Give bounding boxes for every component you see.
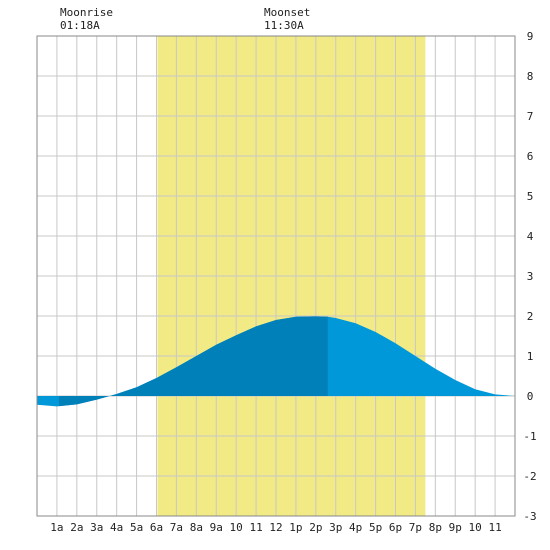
moonrise-label: Moonrise [60, 6, 113, 19]
y-tick-label: 4 [527, 230, 534, 243]
plot-frame [36, 35, 516, 517]
y-tick-label: 0 [527, 390, 534, 403]
x-tick-label: 2a [70, 521, 83, 534]
x-tick-label: 9p [449, 521, 462, 534]
x-tick-label: 10 [230, 521, 243, 534]
x-tick-label: 8p [429, 521, 442, 534]
moonrise-time: 01:18A [60, 19, 100, 32]
x-tick-label: 3a [90, 521, 103, 534]
x-tick-label: 4p [349, 521, 362, 534]
x-tick-label: 11 [249, 521, 262, 534]
y-tick-label: 1 [527, 350, 534, 363]
y-tick-label: 9 [527, 30, 534, 43]
x-tick-label: 6p [389, 521, 402, 534]
x-tick-label: 11 [488, 521, 501, 534]
x-tick-label: 5a [130, 521, 143, 534]
moonset-time: 11:30A [264, 19, 304, 32]
x-tick-label: 7a [170, 521, 183, 534]
x-tick-label: 8a [190, 521, 203, 534]
x-tick-label: 4a [110, 521, 123, 534]
y-tick-label: -2 [523, 470, 536, 483]
y-tick-label: 6 [527, 150, 534, 163]
y-tick-label: 2 [527, 310, 534, 323]
y-tick-label: 8 [527, 70, 534, 83]
moonset-label: Moonset [264, 6, 310, 19]
x-tick-label: 10 [469, 521, 482, 534]
x-tick-label: 7p [409, 521, 422, 534]
x-tick-label: 9a [210, 521, 223, 534]
x-tick-label: 1a [50, 521, 63, 534]
y-tick-label: 7 [527, 110, 534, 123]
y-tick-label: 3 [527, 270, 534, 283]
x-tick-label: 2p [309, 521, 322, 534]
x-tick-label: 5p [369, 521, 382, 534]
x-tick-label: 1p [289, 521, 302, 534]
y-tick-label: -1 [523, 430, 536, 443]
y-tick-label: -3 [523, 510, 536, 523]
y-tick-label: 5 [527, 190, 534, 203]
x-tick-label: 6a [150, 521, 163, 534]
x-tick-label: 3p [329, 521, 342, 534]
x-tick-label: 12 [269, 521, 282, 534]
